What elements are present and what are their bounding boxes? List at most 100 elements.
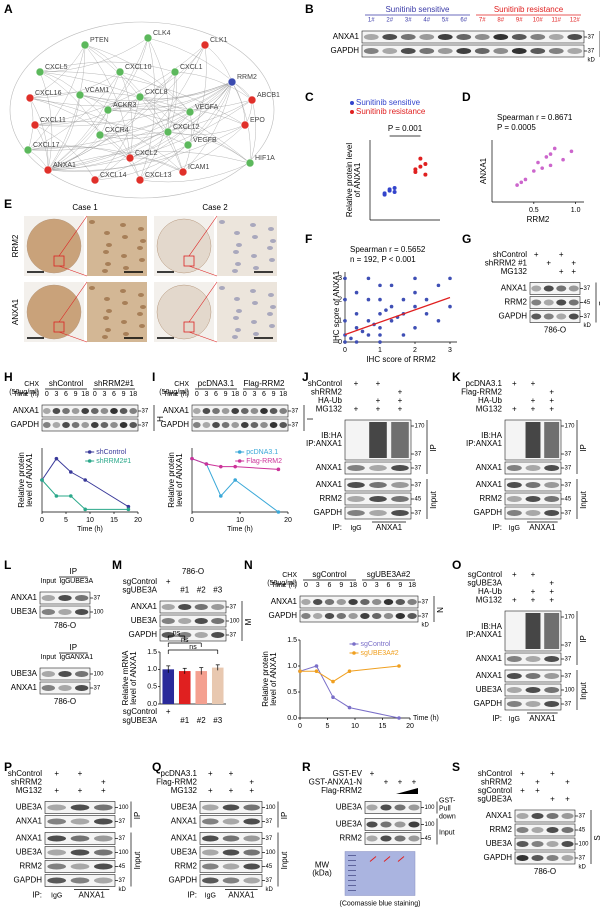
network-edge	[29, 91, 191, 113]
lane-label: ANXA1	[70, 654, 93, 661]
cell	[250, 223, 256, 227]
rule	[58, 281, 88, 323]
band	[70, 818, 90, 825]
band	[70, 863, 90, 870]
time-point: 3	[102, 391, 106, 398]
time-point: 18	[408, 582, 416, 589]
network-edge	[39, 71, 246, 126]
smear	[369, 422, 387, 458]
condition-sign: +	[550, 795, 555, 804]
band	[548, 48, 564, 54]
point	[448, 276, 452, 281]
legend-label: sgUBE3A#2	[361, 650, 399, 657]
band	[506, 673, 522, 679]
panel-label: I	[152, 370, 155, 384]
mw-marker: 45	[119, 864, 126, 870]
panel-label: K	[452, 370, 461, 384]
band	[336, 599, 347, 605]
point	[360, 329, 365, 334]
node-label: CLK1	[210, 37, 228, 44]
network-edge	[249, 99, 256, 164]
band	[312, 613, 323, 619]
band	[360, 599, 370, 605]
ip-lane: ANXA1	[79, 891, 106, 900]
legend-marker	[87, 459, 92, 463]
network-edge	[34, 124, 96, 181]
band	[221, 422, 230, 428]
row-label: UBE3A	[16, 803, 43, 812]
band	[506, 701, 522, 707]
gel	[344, 851, 416, 896]
band	[525, 701, 541, 707]
point	[515, 183, 519, 187]
condition: shControl	[478, 769, 512, 778]
network-node	[90, 175, 100, 185]
x-tick-label: 15	[379, 723, 387, 730]
cell-line: 786-O	[54, 621, 76, 630]
cell	[123, 332, 129, 336]
band	[516, 841, 529, 847]
ip-label: IP:	[32, 891, 42, 900]
cell	[102, 269, 108, 273]
point	[378, 297, 382, 302]
x-tick-label: 2	[413, 347, 417, 354]
network-node	[200, 40, 210, 50]
condition-sign: +	[559, 267, 564, 276]
point	[366, 333, 371, 337]
row-label: ANXA1	[131, 602, 158, 611]
condition-sign: +	[535, 786, 540, 795]
condition-sign: +	[166, 577, 171, 586]
point	[343, 297, 347, 302]
condition: shRRM2 #1	[485, 259, 528, 268]
point	[540, 166, 544, 170]
band	[369, 465, 387, 471]
series-point	[40, 478, 44, 482]
mw-marker: 100	[565, 688, 576, 694]
row-label: GAPDH	[161, 420, 190, 429]
series-point	[83, 507, 87, 512]
row-label: RRM2	[339, 834, 362, 843]
section-label: I	[306, 418, 315, 420]
x-axis-title: RRM2	[527, 215, 550, 224]
network-edge	[27, 145, 131, 159]
network-edge	[47, 124, 246, 172]
band	[544, 701, 560, 707]
network-node	[183, 140, 193, 150]
smear	[525, 422, 541, 458]
condition-sign: +	[166, 707, 171, 716]
time-point: 9	[398, 582, 402, 589]
y-axis-title: Relative protein	[261, 651, 270, 707]
band	[516, 813, 529, 819]
row-label: ANXA1	[171, 817, 198, 826]
dot	[392, 190, 397, 194]
band	[380, 821, 392, 828]
band	[47, 877, 66, 884]
condition-sign: +	[571, 267, 576, 276]
band	[546, 855, 559, 861]
band	[456, 34, 472, 40]
node-label: ANXA1	[53, 162, 76, 169]
arrow	[369, 856, 377, 862]
treatment: CHX	[24, 381, 39, 388]
cell	[105, 328, 111, 332]
time-point: 3	[316, 582, 320, 589]
cell	[233, 316, 239, 320]
series-point	[204, 462, 209, 466]
band	[260, 422, 268, 428]
cell-line: 786-O	[534, 867, 556, 876]
band	[383, 599, 394, 605]
network-node	[170, 67, 180, 77]
network-edge	[29, 97, 49, 171]
ip-header: IP	[70, 567, 78, 576]
ihc-zoom	[87, 282, 147, 342]
band	[71, 408, 80, 414]
condition-sign: +	[249, 786, 254, 795]
band	[222, 835, 240, 842]
ip-lane: IgG	[51, 892, 62, 899]
time-point: 18	[81, 391, 89, 398]
band	[371, 613, 382, 619]
band	[202, 804, 219, 811]
section-label: Input	[439, 829, 455, 836]
point	[448, 304, 452, 309]
node-label: CXCL12	[173, 124, 200, 131]
